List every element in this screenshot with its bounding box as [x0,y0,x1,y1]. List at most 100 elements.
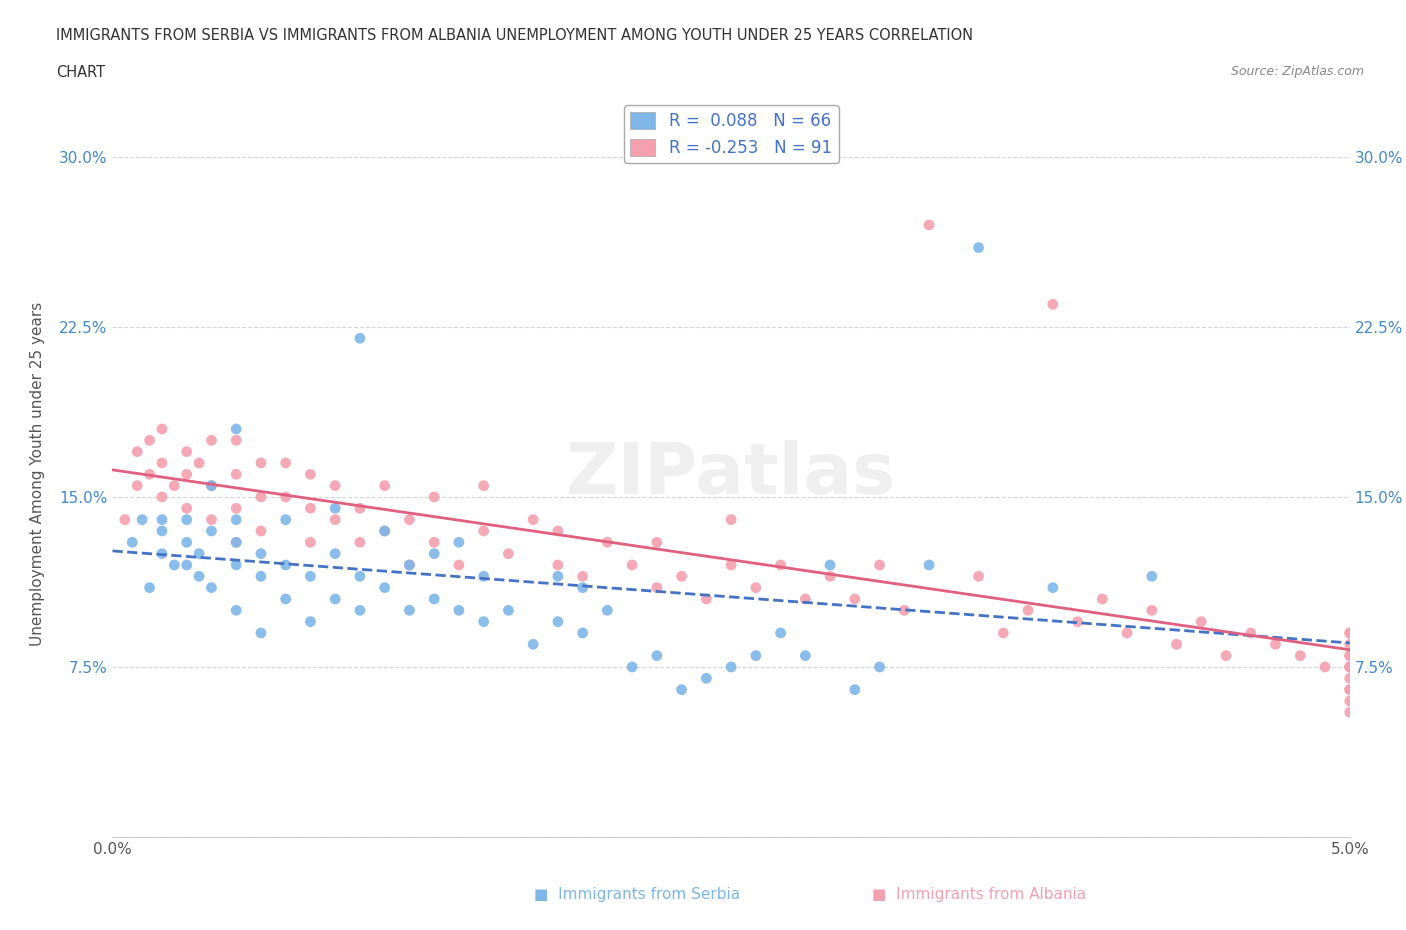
Point [1339,659,1361,674]
Point [447,535,470,550]
Point [1017,603,1039,618]
Point [323,512,346,527]
Point [323,501,346,516]
Point [1042,580,1064,595]
Point [176,535,198,550]
Point [349,331,371,346]
Point [1264,637,1286,652]
Point [398,558,420,573]
Point [349,569,371,584]
Point [250,569,273,584]
Point [918,218,941,232]
Point [200,580,222,595]
Point [1140,603,1163,618]
Y-axis label: Unemployment Among Youth under 25 years: Unemployment Among Youth under 25 years [31,302,45,646]
Point [645,580,668,595]
Point [127,478,149,493]
Point [447,603,470,618]
Point [250,626,273,641]
Point [1339,683,1361,698]
Point [138,580,160,595]
Point [1215,648,1237,663]
Text: ■  Immigrants from Albania: ■ Immigrants from Albania [872,887,1085,902]
Point [472,478,495,493]
Point [844,683,866,698]
Point [1339,659,1361,674]
Point [547,524,569,538]
Point [869,558,891,573]
Point [571,569,593,584]
Point [176,467,198,482]
Point [645,535,668,550]
Point [844,591,866,606]
Point [1240,626,1263,641]
Point [374,580,396,595]
Point [1313,659,1336,674]
Point [498,546,520,561]
Point [188,569,211,584]
Point [794,591,817,606]
Point [893,603,915,618]
Point [571,626,593,641]
Point [1339,705,1361,720]
Point [869,659,891,674]
Point [150,546,173,561]
Point [967,240,990,255]
Point [498,603,520,618]
Point [423,535,446,550]
Point [299,569,322,584]
Point [1339,671,1361,685]
Point [349,501,371,516]
Point [127,445,149,459]
Point [1339,683,1361,698]
Point [1339,659,1361,674]
Point [621,558,644,573]
Text: ■  Immigrants from Serbia: ■ Immigrants from Serbia [534,887,741,902]
Point [225,535,247,550]
Point [349,603,371,618]
Point [769,626,792,641]
Point [150,421,173,436]
Point [818,569,841,584]
Point [1289,648,1312,663]
Point [522,512,544,527]
Point [176,501,198,516]
Point [695,591,717,606]
Point [274,558,297,573]
Point [720,558,742,573]
Point [447,558,470,573]
Point [818,558,841,573]
Point [225,512,247,527]
Point [163,558,186,573]
Point [1166,637,1188,652]
Point [423,489,446,504]
Point [250,456,273,471]
Point [671,569,693,584]
Point [1116,626,1139,641]
Point [225,558,247,573]
Point [918,558,941,573]
Point [274,512,297,527]
Point [299,535,322,550]
Point [131,512,153,527]
Point [547,569,569,584]
Point [225,432,247,447]
Point [176,445,198,459]
Point [225,467,247,482]
Point [200,432,222,447]
Point [225,535,247,550]
Point [323,591,346,606]
Point [423,546,446,561]
Point [472,524,495,538]
Point [547,614,569,629]
Point [299,614,322,629]
Point [150,512,173,527]
Point [769,558,792,573]
Point [967,569,990,584]
Point [1189,614,1212,629]
Point [121,535,143,550]
Point [323,478,346,493]
Point [398,558,420,573]
Point [547,558,569,573]
Point [745,580,768,595]
